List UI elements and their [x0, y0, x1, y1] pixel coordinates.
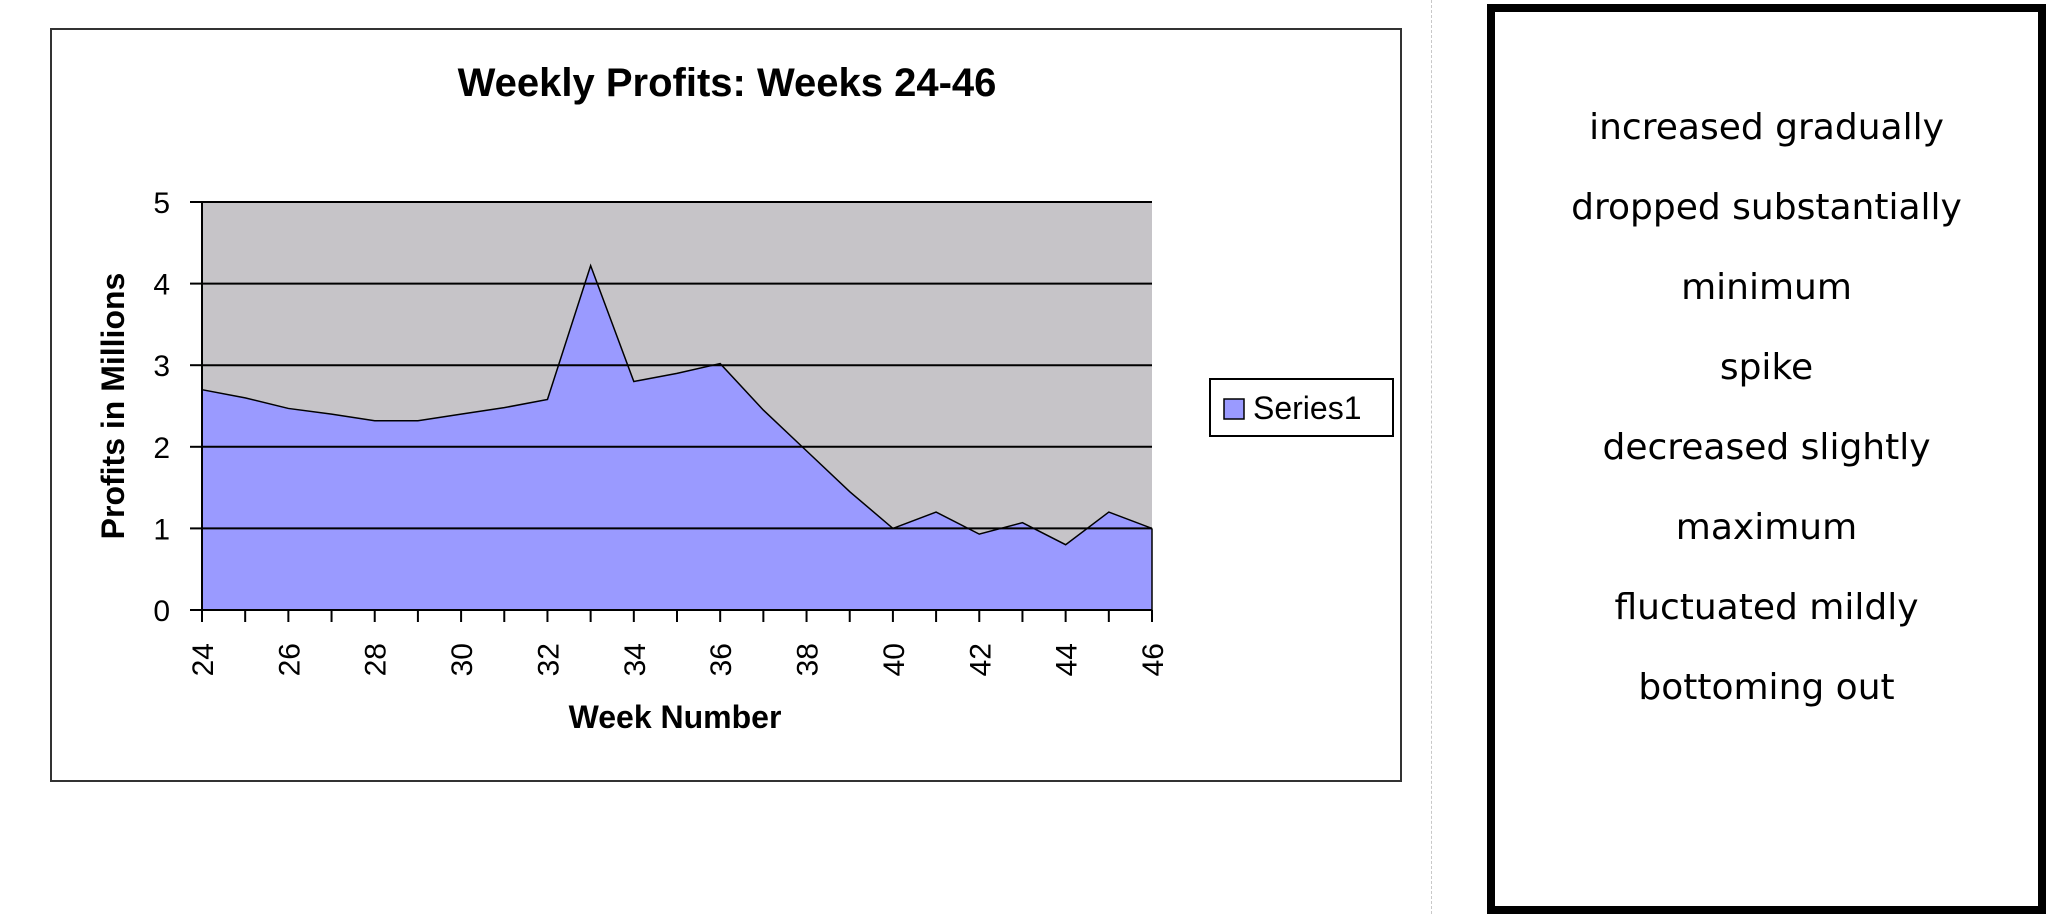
y-tick-label: 1 — [153, 513, 170, 546]
y-axis-title: Profits in Millions — [95, 273, 131, 540]
x-tick-label: 36 — [705, 643, 738, 676]
x-axis-title: Week Number — [569, 699, 782, 735]
legend-box — [1209, 378, 1394, 437]
page-divider — [1431, 0, 1432, 914]
x-tick-label: 44 — [1051, 643, 1084, 676]
x-tick-label: 46 — [1137, 643, 1170, 676]
word-bank-item: dropped substantially — [1571, 187, 1962, 228]
chart-title: Weekly Profits: Weeks 24-46 — [458, 61, 997, 105]
y-tick-label: 0 — [153, 595, 170, 628]
y-tick-label: 2 — [153, 432, 170, 465]
legend-swatch — [1223, 398, 1245, 420]
y-tick-label: 3 — [153, 350, 170, 383]
word-bank-item: bottoming out — [1638, 667, 1895, 708]
y-tick-label: 5 — [153, 187, 170, 220]
word-bank-item: maximum — [1675, 507, 1858, 548]
series1-area — [202, 265, 1152, 610]
x-tick-label: 24 — [187, 643, 220, 676]
word-bank-item: fluctuated mildly — [1614, 587, 1919, 628]
x-tick-label: 34 — [619, 643, 652, 676]
word-bank-item: minimum — [1681, 267, 1852, 308]
word-bank-list: increased gradually dropped substantially… — [1495, 96, 2038, 736]
word-bank-item: decreased slightly — [1602, 427, 1931, 468]
x-tick-label: 38 — [792, 643, 825, 676]
x-tick-label: 40 — [878, 643, 911, 676]
x-tick-label: 32 — [532, 643, 565, 676]
x-tick-label: 30 — [446, 643, 479, 676]
word-bank-box: increased gradually dropped substantially… — [1487, 4, 2046, 914]
x-tick-label: 26 — [273, 643, 306, 676]
legend-label: Series1 — [1253, 390, 1362, 426]
y-tick-label: 4 — [153, 269, 170, 302]
word-bank-item: spike — [1719, 347, 1814, 388]
x-tick-label: 28 — [360, 643, 393, 676]
series1-line — [201, 263, 1153, 546]
x-tick-label: 42 — [964, 643, 997, 676]
legend: Series1 — [1209, 378, 1394, 437]
word-bank-item: increased gradually — [1589, 107, 1944, 148]
